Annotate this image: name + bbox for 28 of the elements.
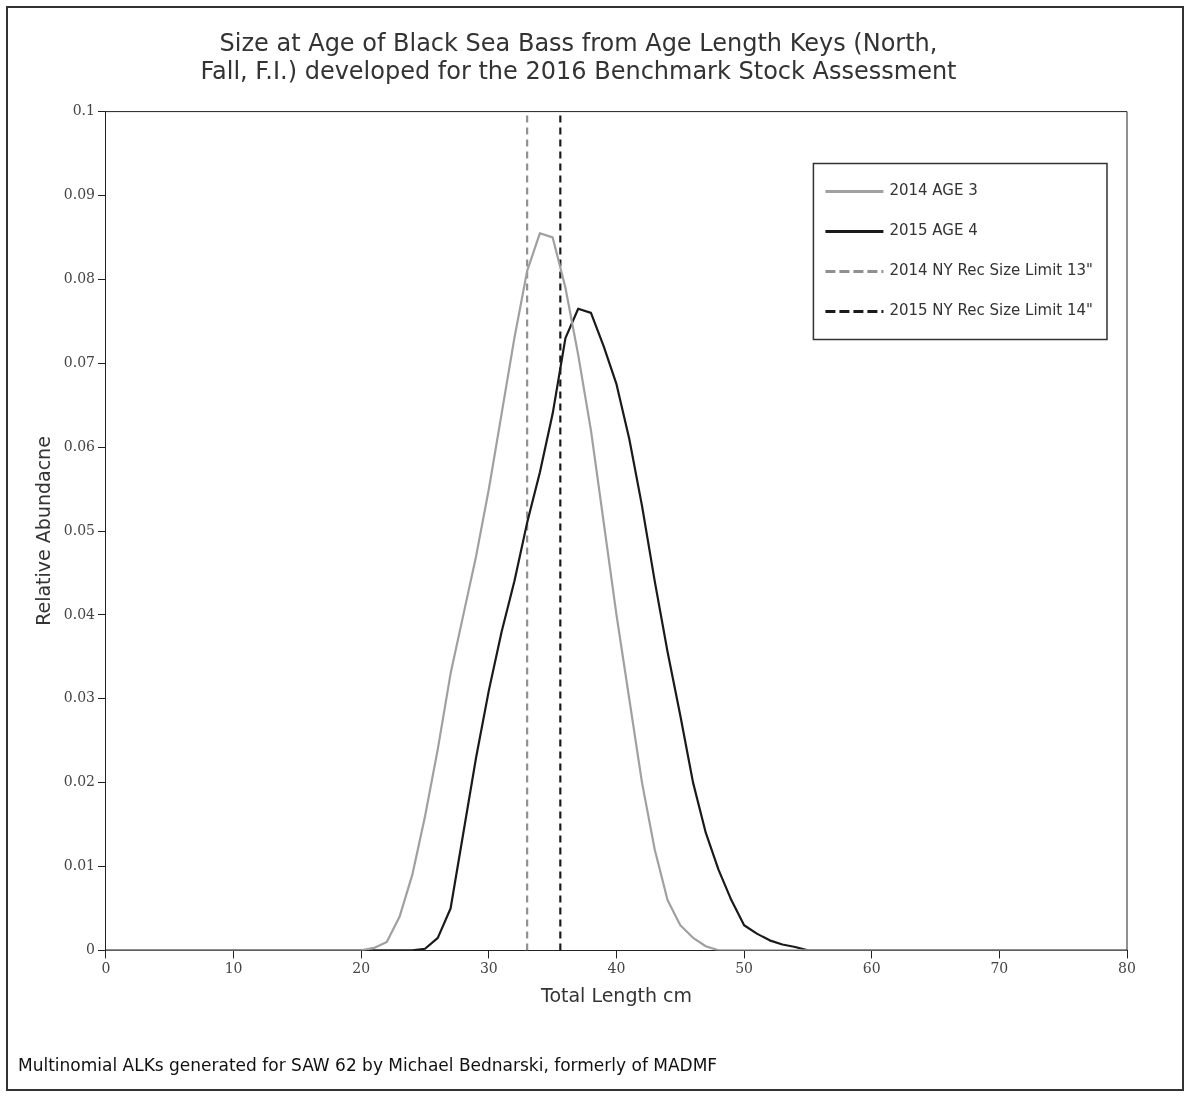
legend-label: 2014 AGE 3 <box>889 181 978 200</box>
legend-label: 2014 NY Rec Size Limit 13" <box>889 261 1094 280</box>
legend-label: 2015 AGE 4 <box>889 221 978 240</box>
x-tick-label: 0 <box>101 960 111 977</box>
x-axis-title: Total Length cm <box>540 983 692 1006</box>
x-tick-label: 60 <box>862 960 881 977</box>
x-tick-label: 40 <box>607 960 626 977</box>
x-tick-label: 80 <box>1118 960 1136 977</box>
y-tick-label: 0.09 <box>63 186 95 203</box>
x-tick-label: 20 <box>352 960 371 977</box>
y-tick-label: 0.08 <box>63 270 95 286</box>
x-tick-label: 30 <box>479 960 498 977</box>
legend-label: 2015 NY Rec Size Limit 14" <box>889 301 1094 320</box>
x-tick-label: 10 <box>224 960 243 977</box>
y-tick-label: 0.04 <box>63 605 96 622</box>
y-tick-label: 0.05 <box>63 521 95 538</box>
y-tick-label: 0.06 <box>63 437 96 454</box>
x-tick-label: 70 <box>990 960 1009 977</box>
text: Multinomial ALKs generated for SAW 62 by Michael Bednarski, formerly of MADMF <box>18 1055 718 1075</box>
chart-title: Size at Age of Black Sea Bass from Age Length Keys (North, Fall, F.I.) developed for the 2016 Benchmark Stock Assessment <box>200 28 957 86</box>
y-tick-label: 0.01 <box>63 857 95 874</box>
x-tick-label: 50 <box>735 960 754 977</box>
y-tick-label: 0.02 <box>63 773 95 790</box>
y-tick-label: 0 <box>86 941 95 958</box>
y-tick-label: 0.1 <box>72 102 95 119</box>
y-tick-label: 0.07 <box>63 353 95 370</box>
y-axis-title: Relative Abundacne <box>32 436 55 626</box>
y-tick-label: 0.03 <box>63 689 95 706</box>
